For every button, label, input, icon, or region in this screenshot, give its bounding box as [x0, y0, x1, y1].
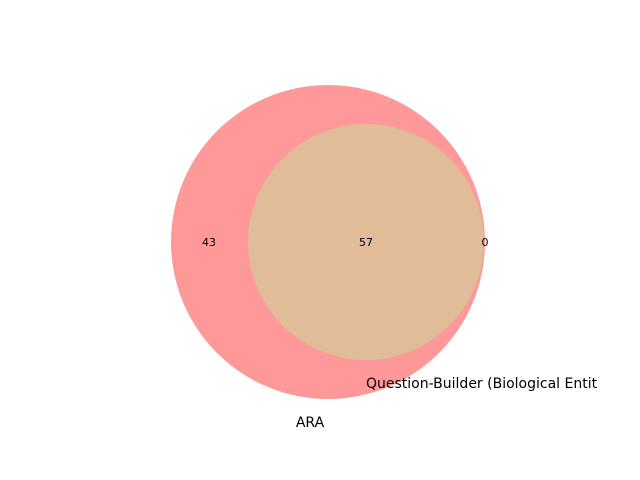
set-label-ara: ARA [296, 415, 325, 431]
set-label-question-builder: Question-Builder (Biological Entit [366, 376, 598, 392]
region-label-ara-only: 43 [202, 236, 216, 249]
region-label-question-builder-only: 0 [482, 236, 489, 249]
question-builder-set-circle [248, 124, 484, 360]
region-label-intersection: 57 [359, 236, 373, 249]
